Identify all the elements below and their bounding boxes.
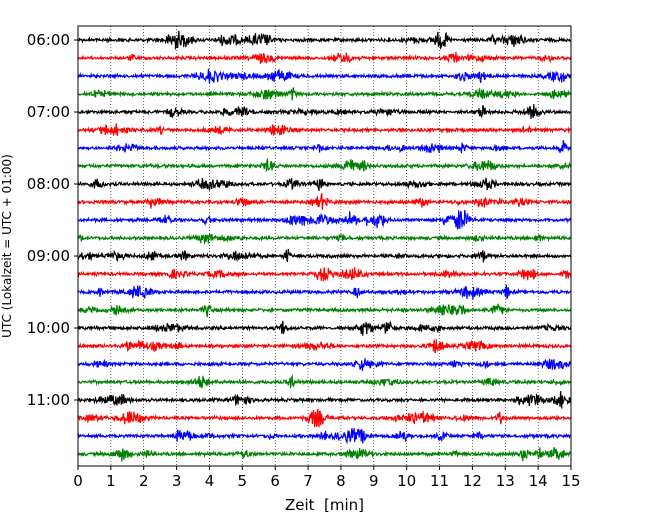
trace-line	[77, 232, 572, 245]
x-tick-label: 4	[205, 472, 215, 490]
trace-line	[77, 87, 572, 101]
trace-line	[77, 408, 572, 428]
trace-line	[77, 158, 572, 172]
x-tick-label: 15	[561, 472, 580, 490]
trace-line	[77, 51, 572, 65]
trace-line	[77, 140, 572, 154]
trace-line	[77, 427, 572, 445]
x-tick-label: 12	[463, 472, 482, 490]
trace-line	[77, 123, 572, 136]
y-tick-label: 08:00	[27, 175, 70, 193]
trace-line	[77, 358, 572, 371]
seismic-traces	[77, 30, 572, 462]
trace-line	[77, 209, 572, 230]
y-axis-ticks: 06:00 07:00 08:00 09:00 10:00 11:00	[27, 31, 78, 409]
x-tick-label: 3	[172, 472, 182, 490]
x-tick-label: 13	[496, 472, 515, 490]
x-tick-label: 5	[238, 472, 248, 490]
grid-lines	[110, 26, 539, 466]
plot-frame	[77, 25, 572, 467]
trace-line	[77, 103, 572, 120]
trace-line	[77, 303, 572, 318]
x-tick-label: 0	[73, 472, 83, 490]
trace-line	[77, 391, 572, 409]
trace-line	[77, 320, 572, 336]
y-tick-label: 10:00	[27, 319, 70, 337]
trace-line	[77, 267, 572, 282]
y-tick-label: 06:00	[27, 31, 70, 49]
trace-line	[77, 446, 572, 462]
x-axis-label: Zeit [min]	[285, 496, 364, 514]
x-tick-label: 7	[303, 472, 313, 490]
trace-line	[77, 338, 572, 354]
trace-line	[77, 68, 572, 84]
x-tick-label: 2	[139, 472, 149, 490]
trace-line	[77, 193, 572, 210]
y-tick-label: 07:00	[27, 103, 70, 121]
x-tick-label: 10	[397, 472, 416, 490]
y-axis-label: UTC (Lokalzeit = UTC + 01:00)	[0, 154, 14, 338]
trace-line	[77, 249, 572, 263]
trace-line	[77, 284, 572, 300]
trace-line	[77, 177, 572, 191]
trace-line	[77, 30, 572, 51]
y-tick-label: 09:00	[27, 247, 70, 265]
x-tick-label: 14	[529, 472, 548, 490]
x-tick-label: 9	[369, 472, 379, 490]
x-tick-label: 8	[336, 472, 346, 490]
trace-line	[77, 374, 572, 389]
x-tick-label: 1	[106, 472, 116, 490]
y-tick-label: 11:00	[27, 391, 70, 409]
x-axis-ticks: 0 1 2 3 4 5 6 7 8 9 10 11 12 13 14 15	[73, 466, 581, 490]
x-tick-label: 11	[430, 472, 449, 490]
x-tick-label: 6	[270, 472, 280, 490]
